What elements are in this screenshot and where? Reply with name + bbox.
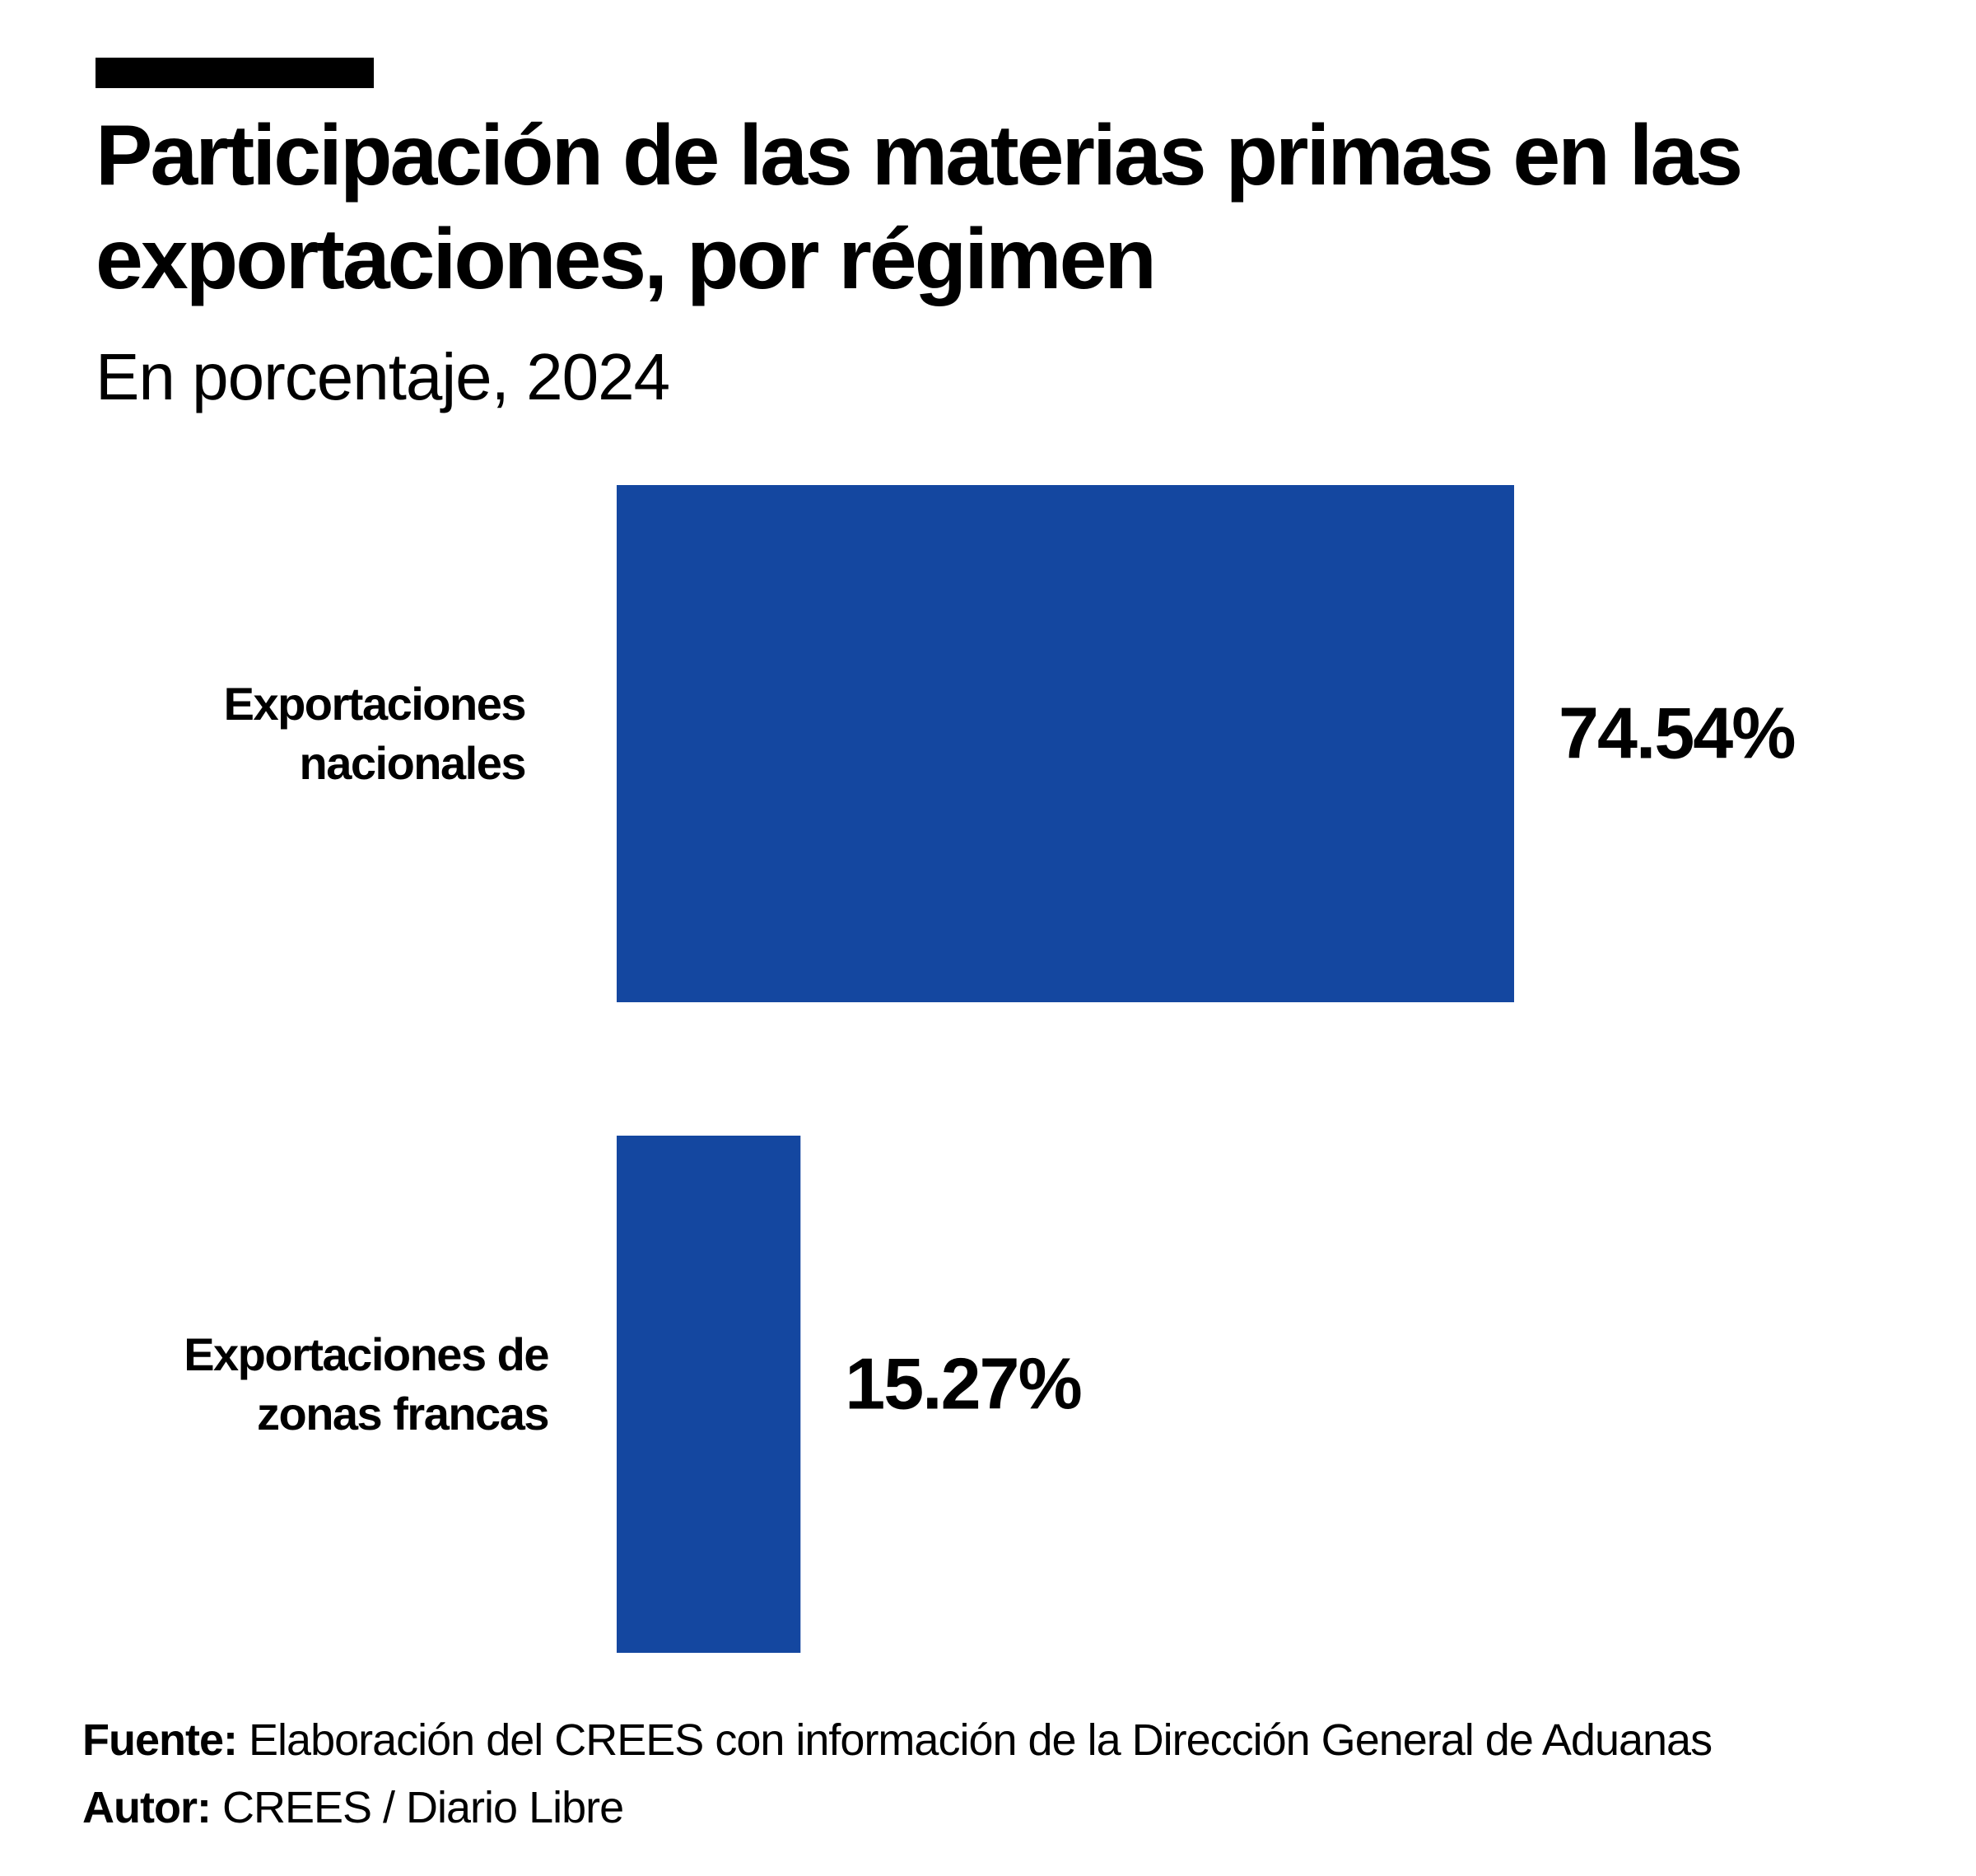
category-label-line: nacionales xyxy=(300,737,525,789)
title-accent-bar xyxy=(96,58,374,88)
category-label-1: Exportaciones nacionales xyxy=(224,678,525,789)
category-label-line: Exportaciones de xyxy=(184,1328,548,1380)
category-label-line: zonas francas xyxy=(257,1388,548,1440)
author-line: Autor: CREES / Diario Libre xyxy=(82,1774,1712,1841)
value-label-1: 74.54% xyxy=(1559,692,1794,773)
category-label-line: Exportaciones xyxy=(224,678,525,730)
source-line: Fuente: Elaboración del CREES con inform… xyxy=(82,1706,1713,1774)
bar-1 xyxy=(617,485,1514,1002)
source-text: Elaboración del CREES con información de… xyxy=(249,1715,1713,1765)
chart-title: Participación de las materias primas en … xyxy=(96,108,1743,307)
chart-subtitle: En porcentaje, 2024 xyxy=(96,340,670,413)
author-label: Autor: xyxy=(82,1783,212,1832)
chart-footer: Fuente: Elaboración del CREES con inform… xyxy=(82,1706,1713,1841)
source-label: Fuente: xyxy=(82,1715,238,1765)
category-label-2: Exportaciones de zonas francas xyxy=(184,1328,548,1440)
value-label-2: 15.27% xyxy=(845,1342,1080,1424)
bar-2 xyxy=(617,1136,801,1653)
author-text: CREES / Diario Libre xyxy=(221,1783,624,1832)
